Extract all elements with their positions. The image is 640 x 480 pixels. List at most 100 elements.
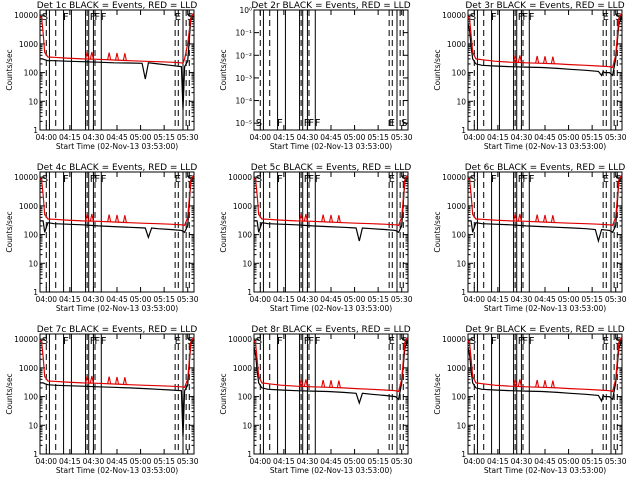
y-tick-label: 100 [24, 69, 39, 78]
x-tick-label: 04:15 [487, 457, 509, 466]
x-tick-label: 05:15 [153, 295, 175, 304]
panel-det-8: Det 8r BLACK = Events, RED = LLD 1 10 100 10… [219, 325, 413, 475]
lld-spike [336, 380, 341, 388]
series-line-events [40, 12, 195, 110]
lld-spike [550, 215, 555, 223]
marker-letter: S [470, 336, 476, 347]
y-tick-label: 1 [247, 288, 252, 297]
series-line-events [40, 336, 195, 437]
x-axis-label: Start Time (02-Nov-13 03:53:00) [270, 142, 392, 151]
series-line-events [467, 340, 623, 403]
panel-title: Det 2r BLACK = Events, RED = LLD [251, 1, 410, 11]
x-tick-label: 04:45 [534, 295, 556, 304]
marker-letter: F [308, 174, 314, 185]
x-axis-label: Start Time (02-Nov-13 03:53:00) [56, 142, 178, 151]
series-line-lld [253, 336, 409, 393]
y-tick-label: 10000 [14, 335, 38, 344]
x-axis-label: Start Time (02-Nov-13 03:53:00) [56, 304, 178, 313]
panel-title: Det 1c BLACK = Events, RED = LLD [37, 1, 198, 11]
lld-spike [114, 52, 120, 61]
marker-letter: F [529, 336, 535, 347]
x-tick-label: 04:00 [463, 295, 485, 304]
series-line-lld [39, 336, 195, 388]
y-tick-label: 10 [456, 421, 466, 430]
x-axis-label: Start Time (02-Nov-13 03:53:00) [484, 304, 606, 313]
marker-letter: F [522, 12, 528, 23]
y-tick-label: 1000 [233, 202, 252, 211]
x-tick-label: 04:30 [83, 457, 105, 466]
lld-spike [122, 53, 127, 61]
y-axis-label: Counts/sec [433, 373, 442, 414]
y-tick-label: 10000 [14, 11, 38, 20]
x-tick-label: 04:00 [35, 133, 57, 142]
x-tick-label: 05:00 [558, 457, 580, 466]
lld-spike [89, 213, 94, 222]
panel-title: Det 4c BLACK = Events, RED = LLD [37, 163, 198, 173]
lld-spike [303, 379, 308, 387]
y-tick-label: 10⁰ [239, 6, 252, 15]
x-axis-label: Start Time (02-Nov-13 03:53:00) [484, 466, 606, 475]
marker-letter: E [603, 12, 609, 23]
marker-letter: F [101, 336, 107, 347]
y-tick-label: 10 [242, 259, 252, 268]
marker-letter: S [187, 336, 193, 347]
lld-spike [535, 379, 540, 388]
panel-det-5: Det 5c BLACK = Events, RED = LLD 1 10 100 10… [219, 163, 413, 313]
marker-letter: F [518, 12, 524, 23]
marker-letter: F [277, 118, 283, 129]
x-tick-label: 04:00 [249, 133, 271, 142]
lld-spike [513, 55, 518, 63]
x-tick-label: 05:30 [605, 133, 627, 142]
y-tick-label: 1 [33, 288, 38, 297]
x-tick-label: 05:30 [605, 457, 627, 466]
y-tick-label: 10 [456, 97, 466, 106]
marker-letter: F [94, 336, 100, 347]
marker-letter: S [42, 336, 48, 347]
series-line-events [253, 340, 409, 405]
lld-spike [517, 55, 522, 63]
marker-letter: F [277, 174, 283, 185]
y-tick-label: 10 [456, 259, 466, 268]
y-tick-label: 10⁻⁵ [235, 119, 252, 128]
marker-letter: F [63, 336, 69, 347]
panel-det-6: Det 6c BLACK = Events, RED = LLD 1 10 100 10… [433, 163, 627, 313]
lld-spike [303, 213, 308, 222]
y-axis-label: Counts/sec [219, 211, 228, 252]
lld-spike [107, 376, 112, 384]
lld-spike [107, 52, 112, 60]
panel-det-7: Det 7c BLACK = Events, RED = LLD 1 10 100 10… [5, 325, 199, 475]
marker-letter: F [491, 174, 497, 185]
series-line-lld [39, 174, 195, 226]
series-line-lld [467, 336, 623, 393]
x-tick-label: 05:00 [344, 133, 366, 142]
x-tick-label: 05:00 [130, 133, 152, 142]
marker-letter: F [94, 12, 100, 23]
x-tick-label: 04:30 [511, 295, 533, 304]
marker-letter: E [389, 174, 395, 185]
marker-letter: S [256, 118, 262, 129]
y-axis-label: Counts/sec [433, 49, 442, 90]
x-tick-label: 05:15 [153, 133, 175, 142]
marker-letter: F [522, 174, 528, 185]
x-tick-label: 04:15 [273, 295, 295, 304]
y-tick-label: 100 [238, 393, 253, 402]
x-tick-label: 05:15 [367, 295, 389, 304]
panel-title: Det 8r BLACK = Events, RED = LLD [251, 325, 410, 335]
panel-det-1: Det 1c BLACK = Events, RED = LLD 1 10 100 10… [5, 1, 199, 151]
x-tick-label: 05:15 [153, 457, 175, 466]
lld-spike [114, 214, 120, 223]
x-tick-label: 04:00 [463, 457, 485, 466]
x-tick-label: 05:00 [558, 295, 580, 304]
y-tick-label: 1 [461, 126, 466, 135]
marker-letter: F [90, 174, 96, 185]
marker-letter: F [90, 12, 96, 23]
lld-spike [542, 380, 548, 388]
marker-letter: F [63, 12, 69, 23]
y-tick-label: 10⁻⁴ [235, 97, 252, 106]
series-line-lld [467, 12, 623, 69]
y-tick-label: 10 [242, 421, 252, 430]
y-tick-label: 10⁻³ [235, 74, 252, 83]
marker-letter: F [522, 336, 528, 347]
lld-spike [122, 377, 127, 385]
y-tick-label: 100 [238, 231, 253, 240]
